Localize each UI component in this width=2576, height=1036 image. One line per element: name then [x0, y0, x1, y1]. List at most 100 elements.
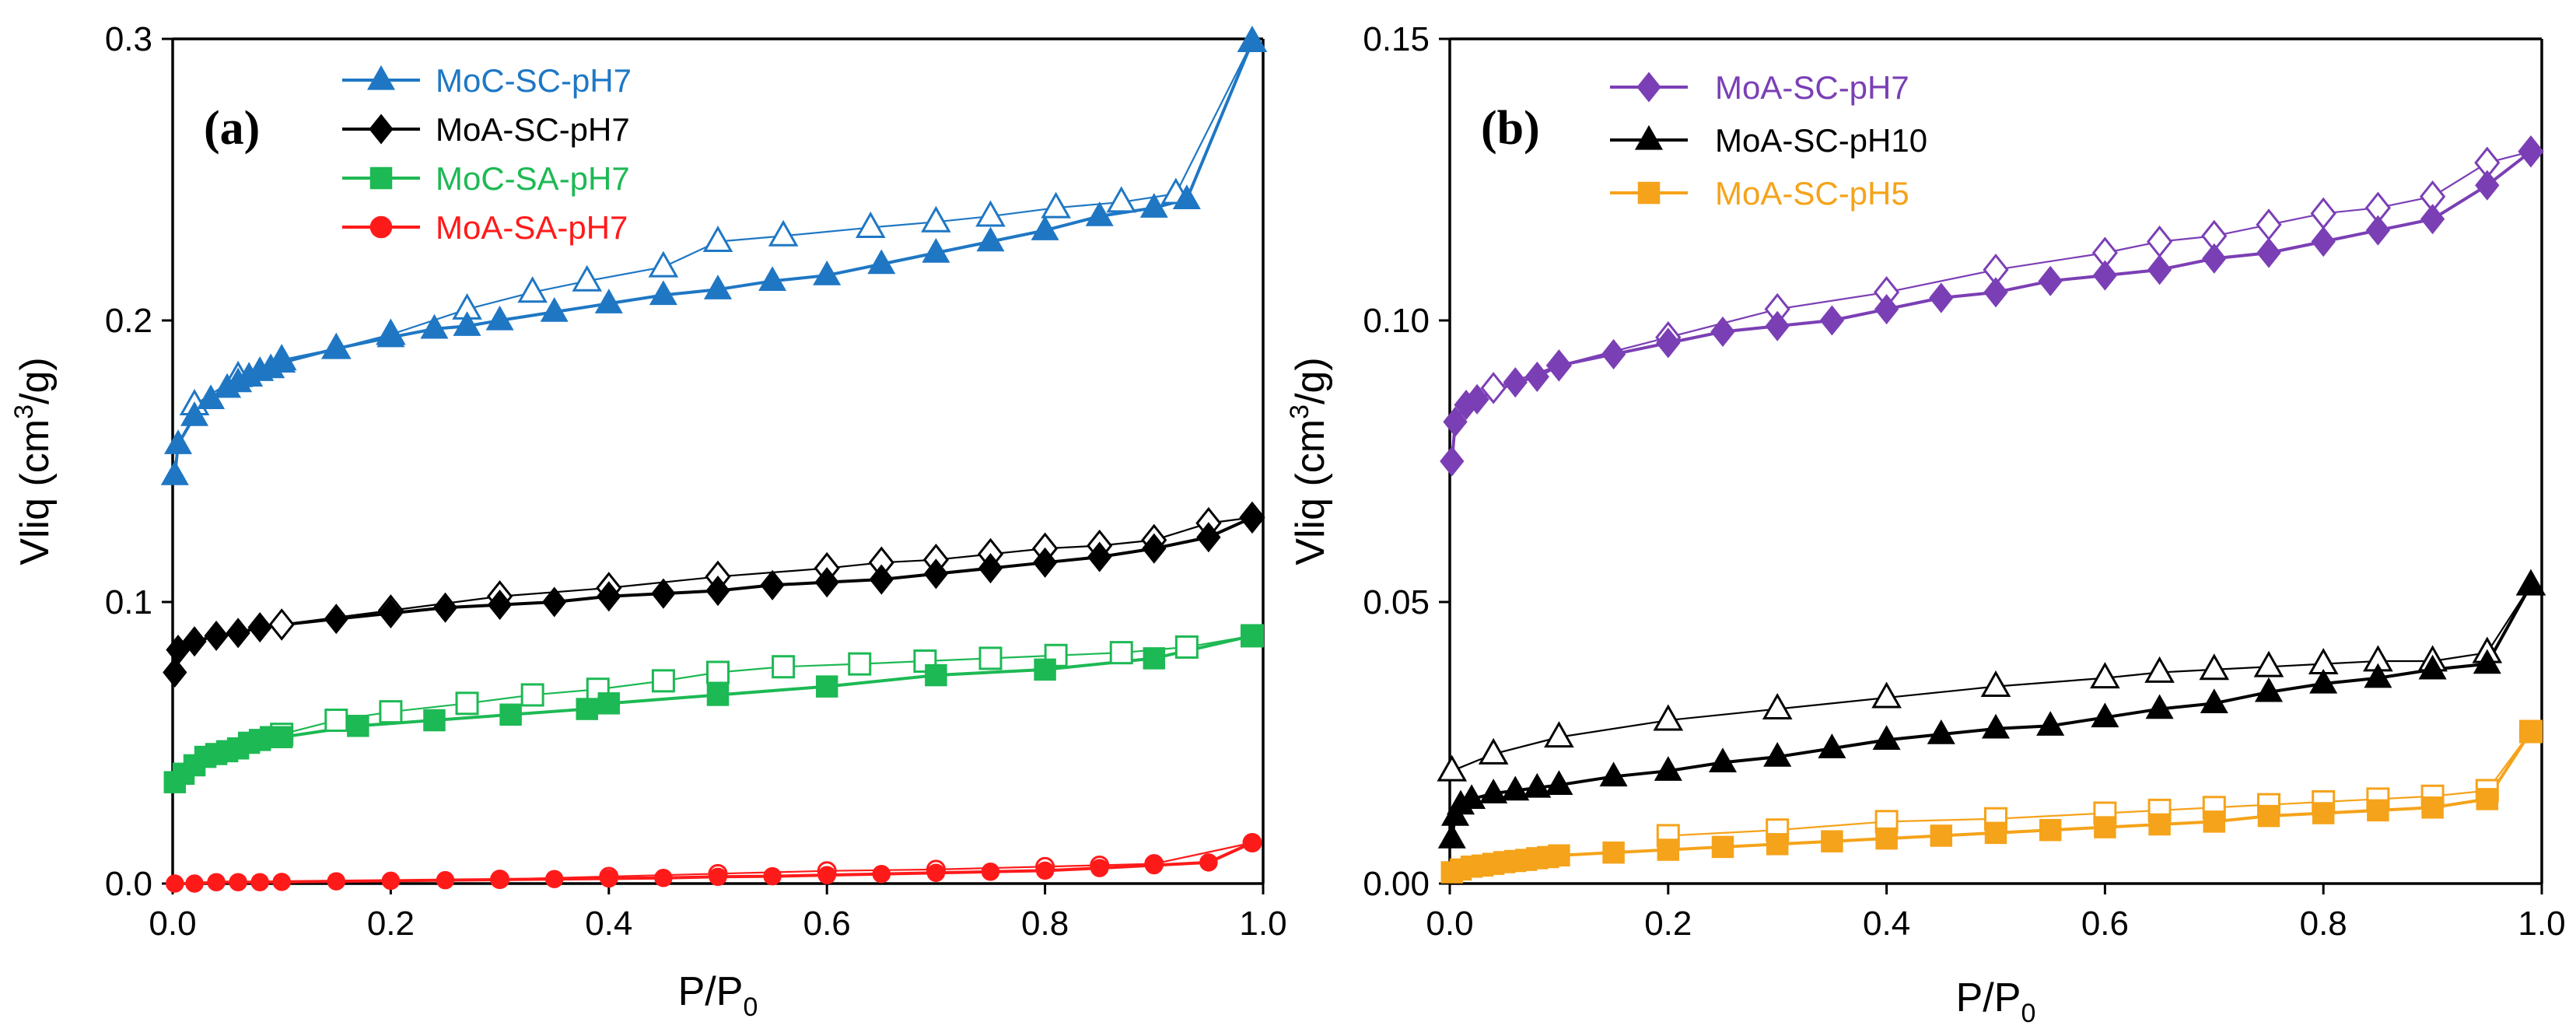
- moa-sc-ph7-adsorption-point: [2202, 243, 2227, 274]
- moc-sa-ph7-desorption-point: [520, 683, 544, 707]
- legend-label: MoA-SC-pH10: [1715, 122, 1927, 159]
- panel-a-x-tick-label: 0.4: [585, 905, 632, 943]
- panel-b-x-tick-label: 0.4: [1863, 905, 1910, 943]
- moa-sc-ph10-adsorption-point: [2473, 649, 2501, 674]
- moa-sc-ph7-adsorption-point: [1503, 367, 1528, 398]
- panel-b-y-tick-label: 0.10: [1363, 302, 1430, 340]
- panel-a-legend: MoC-SC-pH7 MoA-SC-pH7 MoC-SA-pH7 MoA-SA-pH7: [342, 62, 632, 246]
- moa-sc-ph7-adsorption-point: [1465, 383, 1489, 415]
- moa-sc-ph7-adsorption-point: [1819, 305, 1845, 336]
- panel-a-x-tick-label: 0.6: [803, 905, 851, 943]
- moa-sa-ph7-adsorption-point: [600, 869, 618, 888]
- moa-sc-ph10-adsorption-point: [1708, 747, 1738, 772]
- moa-sc-ph7-adsorption-point: [1240, 502, 1265, 533]
- moa-sc-ph7-adsorption-point: [2038, 265, 2063, 296]
- moa-sc-ph10-adsorption-point: [1501, 775, 1530, 801]
- moa-sc-ph7-adsorption-point: [1710, 316, 1735, 348]
- panel-a-x-tick-label: 0.8: [1021, 905, 1069, 943]
- moa-sc-ph7-adsorption-point: [247, 612, 272, 643]
- moa-sc-ph7-adsorption-point: [2147, 254, 2172, 285]
- panel-b-y-tick-label: 0.00: [1363, 865, 1430, 903]
- moc-sc-ph7-adsorption-point: [420, 313, 449, 339]
- panel-b-chart: 0.0 0.2 0.4 0.6 0.8 1.0 0.00 0.05 0.10 0.15 (b) M…: [1285, 20, 2566, 1028]
- panel-a-x-axis-title: P/P0: [678, 969, 758, 1022]
- moa-sc-ph7-adsorption-point: [1546, 350, 1572, 381]
- moa-sc-ph10-desorption-point: [1871, 681, 1902, 709]
- moa-sc-ph5-adsorption-point: [1711, 835, 1734, 859]
- moa-sc-ph5-adsorption-point: [2203, 810, 2226, 833]
- moa-sa-ph7-adsorption-point: [763, 866, 782, 886]
- panel-a-chart: 0.0 0.2 0.4 0.6 0.8 1.0 0.0 0.1 0.2 0.3 (a) MoC-S…: [9, 20, 1287, 1022]
- moa-sc-ph10-desorption-point: [1478, 737, 1509, 765]
- moc-sc-ph7-adsorption-point: [376, 322, 405, 348]
- panel-a-label: (a): [204, 102, 260, 155]
- moa-sc-ph10-desorption-point: [1980, 670, 2011, 698]
- moa-sc-ph5-adsorption-point: [2421, 796, 2444, 819]
- panel-b-y-tick-label: 0.05: [1363, 583, 1430, 621]
- moa-sc-ph10-adsorption-point: [2516, 570, 2545, 595]
- moa-sc-ph10-adsorption-point: [1872, 725, 1901, 751]
- moa-sc-ph7-adsorption-point: [1440, 446, 1465, 477]
- legend-entry-moc-sc-ph7: MoC-SC-pH7: [342, 62, 632, 99]
- panel-a-x-tick-label: 0.0: [149, 905, 196, 943]
- panel-a-plot-area: [173, 39, 1263, 884]
- moa-sc-ph7-adsorption-point: [182, 626, 207, 657]
- moa-sa-ph7-adsorption-point: [1035, 861, 1055, 880]
- panel-b-label: (b): [1481, 102, 1540, 155]
- moc-sc-ph7-desorption-point: [1041, 191, 1071, 219]
- moa-sc-ph10-adsorption-point: [2254, 677, 2284, 702]
- series-moa-sc-ph7: [163, 501, 1265, 688]
- moc-sa-ph7-desorption-point: [978, 646, 1003, 670]
- moa-sc-ph10-adsorption-point: [2364, 663, 2392, 688]
- moa-sc-ph7-adsorption-point: [2365, 215, 2391, 246]
- moc-sa-ph7-desorption-point: [706, 660, 730, 684]
- moa-sa-ph7-adsorption-point: [166, 874, 184, 893]
- moc-sc-ph7-adsorption-point: [703, 275, 733, 299]
- moc-sc-ph7-adsorption-point: [649, 280, 677, 306]
- moa-sc-ph5-adsorption-point: [1930, 824, 1953, 847]
- moa-sa-ph7-adsorption-point: [327, 872, 346, 891]
- legend-marker: [369, 215, 393, 239]
- moc-sa-ph7-adsorption-point: [270, 726, 293, 749]
- panel-b-legend: MoA-SC-pH7 MoA-SC-pH10 MoA-SC-pH5: [1610, 69, 1927, 212]
- moa-sc-ph7-adsorption-point: [760, 569, 785, 600]
- moc-sc-ph7-adsorption-point: [485, 305, 514, 331]
- legend-entry-moc-sa-ph7: MoC-SA-pH7: [342, 160, 630, 197]
- legend-marker: [1634, 124, 1664, 150]
- moa-sc-ph5-adsorption-point: [2519, 720, 2543, 743]
- moa-sc-ph7-adsorption-point: [542, 586, 567, 618]
- moc-sa-ph7-desorption-point: [324, 709, 348, 733]
- moa-sc-ph5-adsorption-point: [2148, 813, 2171, 836]
- legend-entry-moa-sa-ph7: MoA-SA-pH7: [342, 209, 628, 246]
- series-moc-sc-ph7: [160, 26, 1268, 485]
- moa-sc-ph7-adsorption-point: [1874, 293, 1899, 325]
- moa-sc-ph7-adsorption-point: [378, 597, 404, 629]
- moa-sc-ph7-adsorption-point: [324, 604, 348, 635]
- moa-sc-ph5-adsorption-point: [2039, 818, 2062, 842]
- moa-sc-ph10-desorption-point: [1544, 721, 1574, 748]
- moa-sc-ph5-adsorption-point: [2312, 802, 2335, 824]
- moa-sa-ph7-adsorption-point: [981, 863, 1000, 881]
- moa-sc-ph10-adsorption-point: [1523, 772, 1552, 798]
- moa-sc-ph7-adsorption-point: [1443, 406, 1468, 437]
- panel-a-y-tick-label: 0.1: [105, 583, 152, 621]
- moa-sc-ph10-adsorption-point: [1545, 770, 1573, 795]
- moa-sc-ph5-adsorption-point: [1602, 841, 1625, 864]
- legend-entry-moa-sc-ph5: MoA-SC-pH5: [1610, 175, 1909, 212]
- moa-sc-ph10-adsorption-point: [1763, 742, 1792, 767]
- moa-sc-ph10-adsorption-point: [2145, 694, 2174, 719]
- moa-sa-ph7-adsorption-point: [1090, 859, 1109, 877]
- moa-sa-ph7-adsorption-point: [709, 867, 727, 887]
- moa-sc-ph7-adsorption-point: [1983, 277, 2008, 308]
- moc-sa-ph7-desorption-point: [455, 691, 479, 716]
- legend-label: MoA-SC-pH7: [436, 111, 630, 148]
- moc-sc-ph7-desorption-point: [921, 205, 951, 233]
- legend-label: MoC-SC-pH7: [436, 62, 632, 99]
- legend-label: MoA-SC-pH7: [1715, 69, 1909, 106]
- panel-a-x-tick-label: 0.2: [367, 905, 415, 943]
- moa-sc-ph5-adsorption-point: [1875, 827, 1898, 850]
- moa-sc-ph7-adsorption-point: [1142, 533, 1167, 564]
- moc-sa-ph7-desorption-point: [379, 700, 403, 724]
- moa-sc-ph10-desorption-line: [1451, 584, 2532, 772]
- moc-sa-ph7-desorption-point: [772, 655, 796, 679]
